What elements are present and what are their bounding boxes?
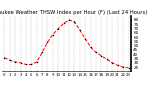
Title: Milwaukee Weather THSW Index per Hour (F) (Last 24 Hours): Milwaukee Weather THSW Index per Hour (F… <box>0 10 147 15</box>
